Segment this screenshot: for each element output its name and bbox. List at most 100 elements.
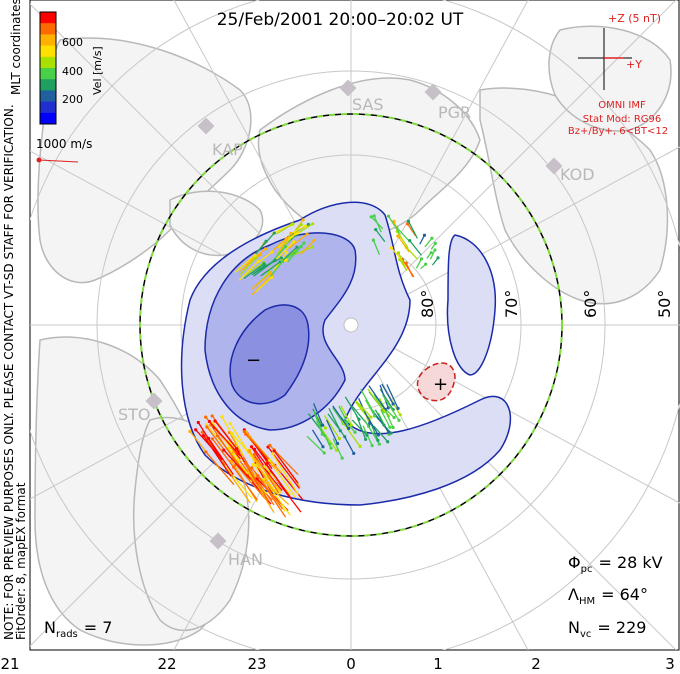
velocity-vector-origin — [268, 443, 272, 447]
velocity-vector — [396, 231, 409, 249]
velocity-vector-origin — [234, 447, 239, 451]
velocity-vector-origin — [322, 451, 326, 455]
velocity-vector-origin — [295, 245, 299, 249]
velocity-vector-origin — [306, 222, 311, 227]
velocity-vector-origin — [213, 419, 217, 423]
colorbar-tick-400: 400 — [62, 65, 83, 78]
velocity-vector-origin — [252, 447, 257, 451]
station-marker-sto — [145, 392, 163, 410]
fit-statistics: Φpc = 28 kV ΛHM = 64° Nvc = 229 Nrads = 7 — [44, 553, 663, 640]
colorbar-segment — [40, 112, 56, 125]
colorbar-segment — [40, 79, 56, 91]
station-label-pgr: PGR — [438, 103, 471, 122]
colorbar-label: Vel [m/s] — [91, 46, 104, 95]
velocity-vector-origin — [349, 423, 353, 427]
velocity-vector — [332, 438, 343, 459]
velocity-vector-origin — [392, 219, 396, 223]
contour-negative-inner — [229, 304, 310, 405]
velocity-vector — [239, 257, 256, 276]
velocity-vector — [248, 450, 282, 492]
velocity-vector — [386, 384, 399, 409]
velocity-vector-origin — [373, 414, 377, 418]
velocity-vector — [368, 385, 386, 410]
velocity-vector — [407, 223, 416, 237]
velocity-vector-origin — [391, 425, 395, 430]
velocity-vector — [208, 421, 241, 457]
velocity-vector — [373, 425, 389, 443]
velocity-vector — [243, 431, 272, 463]
velocity-vector — [223, 449, 252, 480]
velocity-vector-origin — [201, 433, 206, 438]
velocity-vector-origin — [215, 434, 220, 438]
velocity-vector-origin — [270, 452, 275, 456]
mlt-label-2: 2 — [531, 655, 541, 673]
velocity-vector — [245, 463, 269, 501]
preview-notice: NOTE: FOR PREVIEW PURPOSES ONLY. PLEASE … — [2, 104, 16, 640]
velocity-vector-origin — [299, 222, 303, 227]
colorbar-segment — [40, 56, 56, 69]
velocity-vector-origin — [433, 248, 437, 252]
mlt-label-21: 21 — [0, 655, 19, 673]
velocity-vector-origin — [334, 448, 339, 452]
contour-positive — [416, 362, 456, 402]
stat-lambda-hm-symbol: Λ — [568, 585, 579, 604]
velocity-vector-origin — [371, 238, 375, 242]
velocity-vector — [272, 453, 299, 495]
imf-y-label: +Y — [626, 58, 642, 71]
velocity-vector — [259, 257, 282, 270]
velocity-vector-origin — [353, 430, 357, 434]
velocity-vector — [214, 420, 241, 453]
velocity-vector-origin — [328, 442, 332, 446]
velocity-vector — [292, 246, 313, 256]
velocity-vector — [381, 383, 394, 405]
magnetic-pole-marker — [343, 317, 359, 333]
velocity-vector-origin — [206, 436, 211, 440]
velocity-vector — [251, 272, 272, 290]
velocity-vector-origin — [292, 240, 296, 244]
velocity-vector-origin — [204, 450, 208, 454]
velocity-vector-origin — [386, 406, 390, 410]
velocity-vector-origin — [256, 474, 260, 478]
heppner-maynard-boundary-dash — [139, 113, 563, 537]
coordinates-label: MLT coordinates — [9, 0, 23, 95]
velocity-vector-origin — [262, 262, 266, 266]
velocity-vector — [202, 435, 232, 477]
velocity-vector — [407, 220, 418, 239]
velocity-vector — [321, 428, 338, 451]
colorbar-segment — [40, 23, 56, 35]
velocity-vector — [269, 261, 283, 277]
velocity-colorbar — [39, 11, 57, 125]
velocity-vector — [355, 414, 367, 440]
velocity-vector-origin — [250, 466, 254, 470]
stat-n-vc-sub: vc — [580, 629, 591, 640]
velocity-vector-origin — [335, 441, 340, 446]
velocity-vector — [313, 403, 324, 426]
velocity-vector-origin — [424, 262, 428, 266]
velocity-vector — [332, 405, 350, 429]
velocity-vector — [287, 242, 305, 263]
velocity-vector-origin — [329, 446, 333, 450]
velocity-vector — [372, 239, 381, 256]
velocity-vector-origin — [429, 251, 433, 255]
velocity-vector-origin — [396, 251, 401, 255]
velocity-vector-origin — [228, 421, 232, 426]
velocity-vector — [325, 419, 339, 444]
velocity-vector-origin — [321, 445, 325, 449]
mlt-axis-labels: 21 22 23 0 1 2 3 — [0, 655, 674, 673]
velocity-vector-origin — [352, 451, 356, 455]
velocity-vector — [387, 215, 401, 234]
velocity-vector — [216, 435, 246, 473]
velocity-vector-origin — [231, 465, 236, 469]
velocity-vector — [419, 234, 426, 245]
station-marker-han — [209, 532, 227, 550]
velocity-vector-origin — [365, 433, 369, 437]
velocity-vector — [364, 411, 379, 436]
velocity-vector — [257, 251, 273, 264]
velocity-vector — [415, 258, 423, 269]
velocity-vector — [288, 233, 308, 249]
velocity-vector-origin — [204, 415, 208, 419]
velocity-vector — [254, 448, 283, 486]
velocity-vector-origin — [398, 413, 402, 417]
velocity-vector-origin — [388, 425, 392, 429]
